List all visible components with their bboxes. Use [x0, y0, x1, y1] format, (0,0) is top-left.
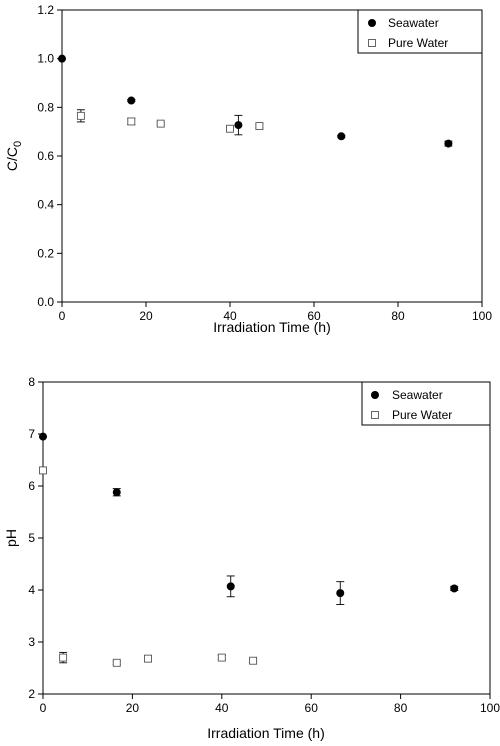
- point-seawater: [127, 96, 136, 105]
- legend-marker-pure-water: [371, 411, 379, 419]
- legend: Seawater Pure Water: [361, 381, 491, 426]
- x-ticks: 0 20 40 60 80 100: [59, 302, 492, 323]
- point-seawater: [336, 589, 345, 598]
- point-pure-water: [112, 658, 121, 667]
- ph-chart: 0 20 40 60 80 100 2 3 4 5 6 7 8 Irradiation Time (h…: [3, 375, 500, 741]
- y-tick-label: 0.2: [37, 246, 54, 260]
- data-points: [58, 54, 453, 148]
- point-seawater: [112, 488, 121, 497]
- x-tick-label: 80: [394, 701, 408, 715]
- point-pure-water: [127, 117, 136, 126]
- concentration-chart: 0 20 40 60 80 100 0.0 0.2 0.4 0.6 0.8 1.0 1.2 Irrad…: [4, 3, 492, 335]
- x-tick-label: 40: [215, 701, 229, 715]
- legend-label-pure-water: Pure Water: [388, 36, 448, 50]
- point-pure-water: [255, 122, 264, 131]
- point-seawater: [39, 432, 47, 441]
- point-pure-water: [217, 653, 226, 662]
- x-tick-label: 40: [223, 309, 237, 323]
- y-tick-label: 5: [28, 531, 35, 545]
- plot-frame: [61, 9, 483, 303]
- legend-box: [357, 9, 483, 54]
- y-ticks: 2 3 4 5 6 7 8: [28, 375, 43, 701]
- point-seawater: [450, 584, 459, 593]
- legend-label-seawater: Seawater: [392, 388, 443, 402]
- x-tick-label: 80: [391, 309, 405, 323]
- point-pure-water: [76, 111, 85, 120]
- y-ticks: 0.0 0.2 0.4 0.6 0.8 1.0 1.2: [37, 3, 62, 309]
- x-axis-title: Irradiation Time (h): [213, 319, 330, 335]
- y-tick-label: 7: [28, 427, 35, 441]
- point-pure-water: [144, 654, 152, 663]
- point-seawater: [226, 582, 235, 591]
- y-tick-label: 0.0: [37, 295, 54, 309]
- y-tick-label: 3: [28, 635, 35, 649]
- y-tick-label: 2: [28, 687, 35, 701]
- legend-box: [361, 381, 491, 426]
- y-tick-label: 0.6: [37, 149, 54, 163]
- point-pure-water: [39, 466, 47, 475]
- x-tick-label: 60: [305, 701, 319, 715]
- x-axis-title: Irradiation Time (h): [207, 725, 324, 741]
- legend-label-pure-water: Pure Water: [392, 408, 452, 422]
- x-tick-label: 60: [307, 309, 321, 323]
- y-tick-label: 1.2: [37, 3, 54, 17]
- legend: Seawater Pure Water: [357, 9, 483, 54]
- point-seawater: [337, 132, 346, 141]
- point-seawater: [444, 139, 453, 148]
- y-tick-label: 1.0: [37, 52, 54, 66]
- x-ticks: 0 20 40 60 80 100: [40, 694, 500, 715]
- point-seawater: [234, 121, 243, 130]
- y-axis-title: C/C0: [4, 141, 24, 171]
- point-pure-water: [59, 653, 68, 662]
- x-tick-label: 20: [126, 701, 140, 715]
- legend-label-seawater: Seawater: [388, 16, 439, 30]
- y-tick-label: 0.4: [37, 198, 54, 212]
- point-seawater: [58, 54, 66, 63]
- y-tick-label: 4: [28, 583, 35, 597]
- point-pure-water: [249, 656, 258, 665]
- legend-marker-seawater: [368, 19, 376, 27]
- x-tick-label: 100: [480, 701, 500, 715]
- y-tick-label: 8: [28, 375, 35, 389]
- data-points: [39, 432, 459, 667]
- legend-marker-seawater: [371, 391, 379, 399]
- x-tick-label: 0: [40, 701, 47, 715]
- x-tick-label: 100: [472, 309, 492, 323]
- y-axis-title: pH: [3, 529, 19, 547]
- y-tick-label: 6: [28, 479, 35, 493]
- x-tick-label: 20: [139, 309, 153, 323]
- point-pure-water: [156, 119, 165, 128]
- plot-frame: [42, 381, 491, 695]
- x-tick-label: 0: [59, 309, 66, 323]
- legend-marker-pure-water: [368, 39, 376, 47]
- point-pure-water: [226, 124, 234, 133]
- y-tick-label: 0.8: [37, 100, 54, 114]
